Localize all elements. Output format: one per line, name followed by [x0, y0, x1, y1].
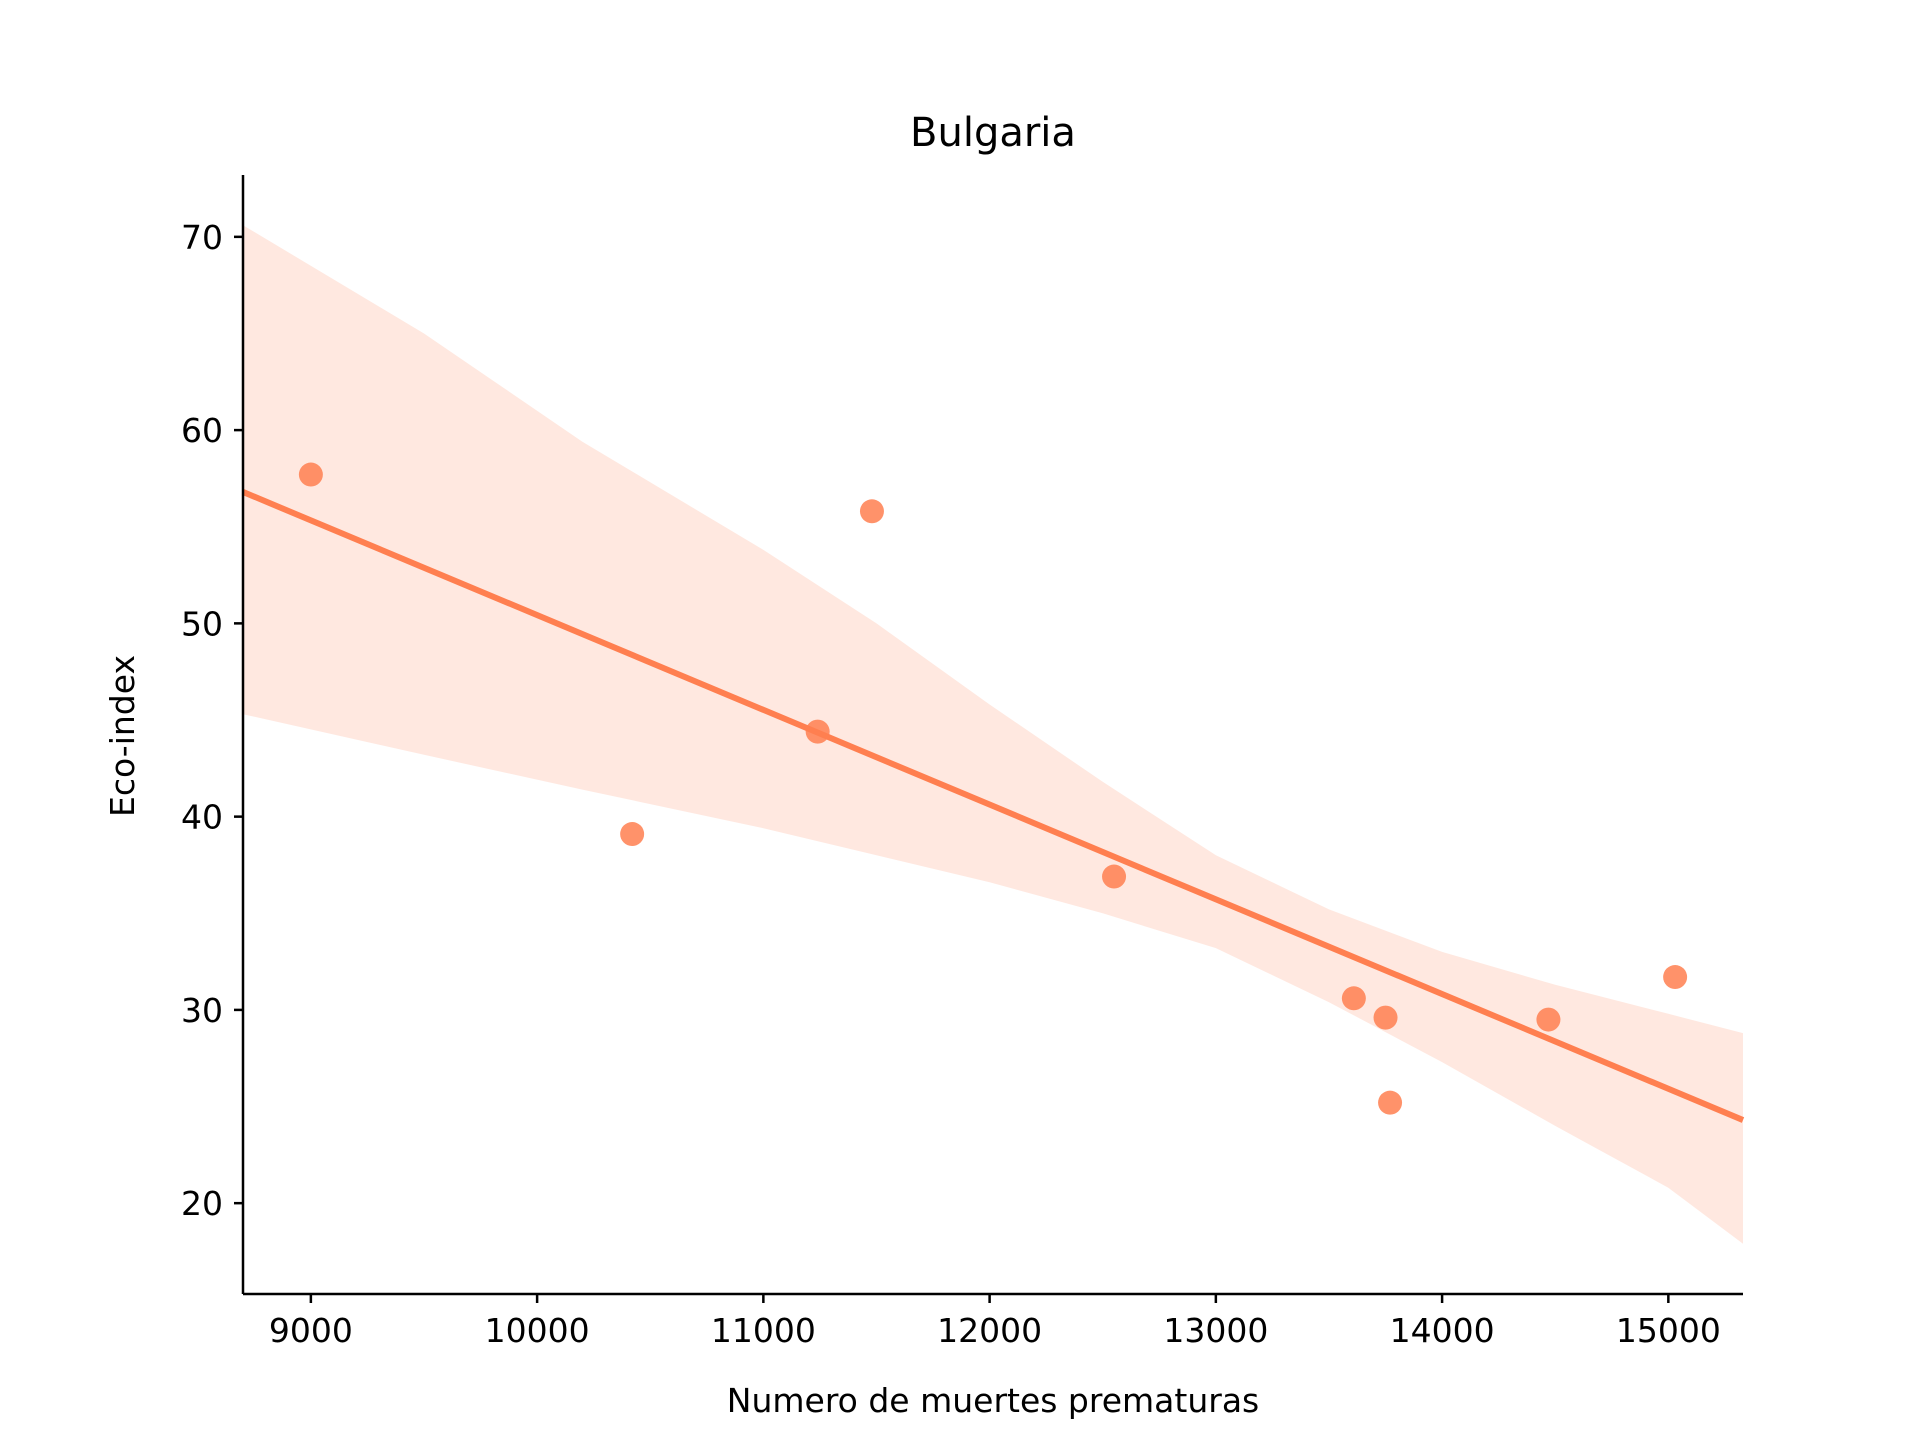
data-point [1378, 1090, 1403, 1115]
y-tick-label: 40 [181, 798, 223, 837]
y-tick-label: 30 [181, 991, 223, 1030]
x-axis-label: Numero de muertes prematuras [727, 1381, 1259, 1420]
data-point [620, 822, 645, 847]
data-points-layer [298, 462, 1688, 1115]
data-point [1102, 864, 1127, 889]
y-ticks: 20 30 40 50 60 70 [181, 218, 243, 1223]
data-point [1536, 1007, 1561, 1032]
data-point [1663, 965, 1688, 990]
y-axis-label: Eco-index [103, 655, 142, 817]
data-point [1373, 1005, 1398, 1030]
y-tick-label: 50 [181, 604, 223, 643]
y-tick-label: 60 [181, 411, 223, 450]
x-tick-label: 13000 [1163, 1311, 1268, 1350]
data-point [298, 462, 323, 487]
x-ticks: 9000 10000 11000 12000 13000 14000 15000 [269, 1294, 1721, 1350]
data-point [859, 499, 884, 524]
regression-line [241, 489, 1745, 1123]
x-tick-label: 15000 [1616, 1311, 1721, 1350]
y-tick-label: 70 [181, 218, 223, 257]
confidence-band [243, 225, 1743, 1244]
x-tick-label: 10000 [485, 1311, 590, 1350]
data-point [1341, 986, 1366, 1011]
chart-title: Bulgaria [910, 110, 1076, 156]
x-tick-label: 12000 [937, 1311, 1042, 1350]
regression-line-layer [241, 489, 1745, 1123]
data-point [805, 719, 830, 744]
x-tick-label: 11000 [711, 1311, 816, 1350]
axes [241, 175, 1743, 1296]
confidence-band-layer [243, 225, 1743, 1244]
y-tick-label: 20 [181, 1184, 223, 1223]
x-tick-label: 9000 [269, 1311, 353, 1350]
x-tick-label: 14000 [1390, 1311, 1495, 1350]
